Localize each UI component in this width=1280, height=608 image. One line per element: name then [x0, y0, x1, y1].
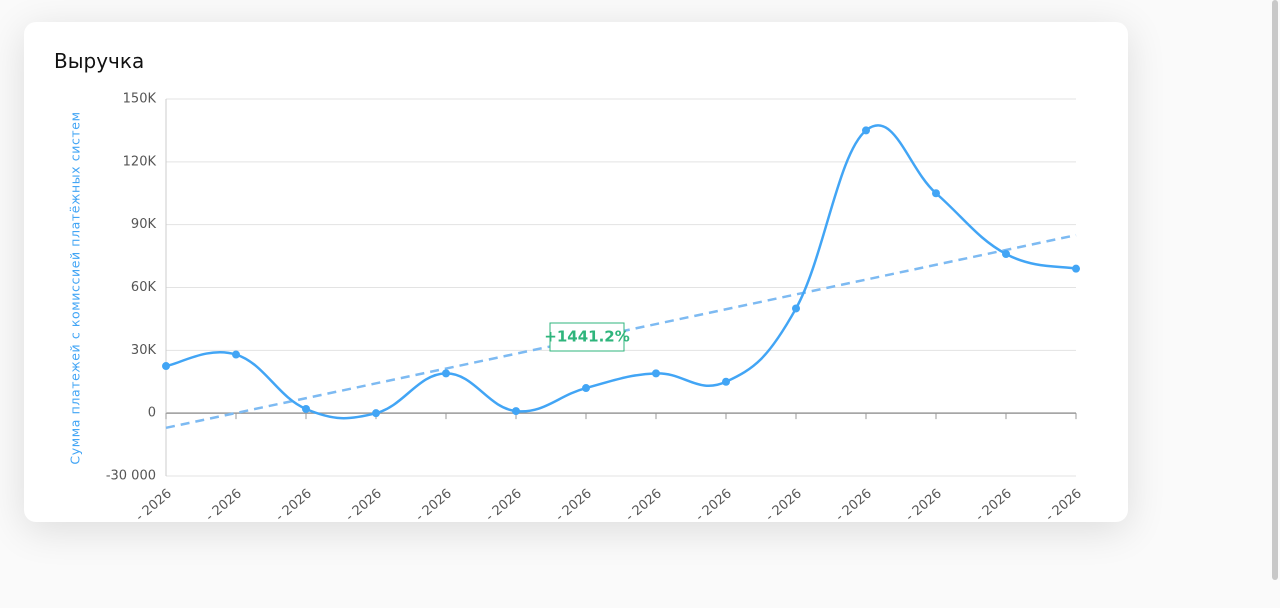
data-point [1072, 264, 1080, 273]
x-tick-label: - 2026 [483, 486, 525, 522]
data-point [582, 384, 590, 393]
y-axis-title: Сумма платежей с комиссией платёжных сис… [68, 111, 83, 464]
x-tick-label: - 2026 [763, 486, 805, 522]
y-tick-label: 150K [123, 92, 157, 107]
y-tick-label: 30K [131, 343, 157, 358]
data-point [442, 369, 450, 378]
x-tick-label: - 2026 [973, 486, 1015, 522]
x-tick-label: - 2026 [693, 486, 735, 522]
x-tick-label: - 2026 [553, 486, 595, 522]
scrollbar[interactable] [1272, 0, 1278, 580]
y-tick-label: 120K [123, 154, 157, 169]
x-tick-label: - 2026 [1043, 486, 1085, 522]
trend-label-box [549, 322, 625, 352]
data-point [722, 377, 730, 386]
trend-label: +1441.2% [544, 328, 629, 346]
x-tick-label: - 2026 [903, 486, 945, 522]
data-point [232, 350, 240, 359]
data-point [862, 126, 870, 135]
chart: Сумма платежей с комиссией платёжных сис… [68, 92, 1085, 523]
y-tick-label: -30 000 [106, 469, 156, 484]
y-tick-label: 60K [131, 280, 157, 295]
x-tick-label: - 2026 [623, 486, 665, 522]
data-point [302, 404, 310, 413]
chart-card: Выручка Сумма платежей с комиссией платё… [24, 22, 1128, 522]
x-tick-label: - 2026 [343, 486, 385, 522]
y-tick-label: 0 [148, 406, 156, 421]
data-point [932, 189, 940, 198]
x-tick-label: - 2026 [203, 486, 245, 522]
data-point [512, 407, 520, 416]
series-line [165, 124, 1077, 420]
data-point [162, 362, 170, 371]
data-point [652, 369, 660, 378]
x-tick-label: - 2026 [833, 486, 875, 522]
x-tick-label: - 2026 [133, 486, 175, 522]
data-point [792, 304, 800, 313]
x-tick-label: - 2026 [413, 486, 455, 522]
y-tick-label: 90K [131, 217, 157, 232]
data-point [1002, 249, 1010, 258]
chart-title: Выручка [54, 49, 145, 73]
x-tick-label: - 2026 [273, 486, 315, 522]
data-point [372, 409, 380, 418]
